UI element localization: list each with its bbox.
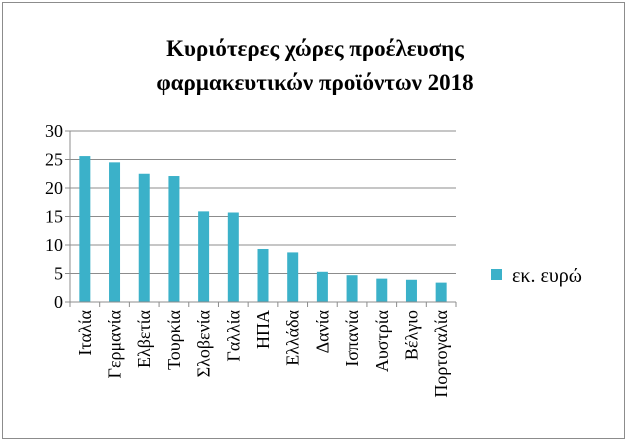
x-tick-label: Δανία [312,309,332,353]
x-tick-label: Γερμανία [105,309,125,378]
bar-series [79,156,447,302]
gridlines [70,130,456,274]
y-tick-label: 20 [45,178,63,198]
y-tick-label: 0 [54,292,63,312]
y-tick-label: 25 [45,150,63,170]
bar [287,252,299,302]
y-axis: 0 5 10 15 20 25 30 [45,121,71,312]
bar [227,212,239,302]
bar [376,278,388,302]
bar [346,275,358,302]
x-tick-label: Πορτογαλία [431,309,451,397]
x-tick-label: Βέλγιο [401,310,421,360]
chart-title-line-1: Κυριότερες χώρες προέλευσης [166,36,464,61]
bar [138,173,150,302]
x-tick-label: Σλοβενία [194,309,214,377]
y-tick-label: 10 [45,235,63,255]
y-tick-label: 15 [45,207,63,227]
x-tick-label: Τουρκία [164,309,184,370]
legend: εκ. ευρώ [491,265,582,287]
chart-title-line-2: φαρμακευτικών προϊόντων 2018 [156,70,473,95]
bar [316,271,328,302]
y-tick-label: 30 [45,121,63,141]
bar [435,282,447,302]
x-tick-label: Ισπανία [342,309,362,366]
x-axis: Ιταλία Γερμανία Ελβετία Τουρκία Σλοβενία Γαλλ… [69,301,457,398]
x-tick-label: ΗΠΑ [253,310,273,349]
x-tick-label: Ελβετία [134,309,154,368]
bar [79,156,91,302]
x-tick-label: Ελλάδα [283,309,303,365]
bar [257,248,269,302]
x-tick-label: Ιταλία [75,309,95,355]
bar [168,176,180,302]
bar [109,162,121,302]
x-tick-label: Γαλλία [223,309,243,361]
bar [405,279,417,302]
x-tick-label: Αυστρία [372,309,392,372]
legend-label: εκ. ευρώ [512,265,582,287]
chart-frame [2,2,625,439]
y-tick-label: 5 [54,264,63,284]
bar [198,211,210,302]
legend-swatch [491,269,502,280]
